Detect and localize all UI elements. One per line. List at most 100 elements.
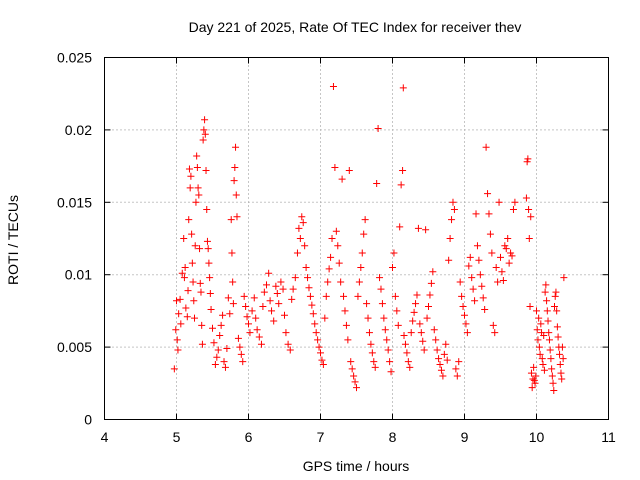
roti-point	[409, 317, 417, 325]
roti-point	[488, 249, 496, 257]
roti-point	[541, 288, 549, 296]
roti-point	[371, 363, 379, 371]
roti-point	[265, 269, 273, 277]
roti-point	[184, 287, 192, 295]
roti-point	[288, 295, 296, 303]
roti-point	[475, 256, 483, 264]
roti-point	[394, 321, 402, 329]
roti-point	[223, 345, 231, 353]
roti-point	[248, 307, 256, 315]
roti-point	[203, 206, 211, 214]
roti-point	[465, 262, 473, 270]
roti-point	[272, 282, 280, 290]
roti-point	[384, 346, 392, 354]
roti-point	[492, 263, 500, 271]
roti-point	[557, 369, 565, 377]
roti-point	[432, 336, 440, 344]
roti-point	[535, 314, 543, 322]
roti-point	[439, 372, 447, 380]
roti-point	[435, 355, 443, 363]
roti-point	[383, 336, 391, 344]
roti-point	[328, 235, 336, 242]
roti-point	[277, 278, 285, 286]
roti-point	[472, 210, 480, 218]
roti-point	[176, 295, 184, 303]
roti-point	[365, 329, 373, 337]
roti-point	[525, 235, 533, 242]
roti-point	[284, 340, 292, 348]
roti-point	[183, 313, 191, 321]
roti-point	[282, 329, 290, 337]
roti-point	[188, 230, 196, 238]
roti-point	[213, 353, 221, 361]
roti-point	[190, 297, 198, 305]
roti-point	[220, 358, 228, 366]
roti-point	[463, 329, 471, 337]
roti-point	[301, 242, 309, 250]
roti-point	[482, 143, 490, 151]
roti-point	[455, 358, 463, 366]
roti-point	[312, 329, 320, 337]
roti-point	[275, 300, 283, 308]
roti-point	[368, 349, 376, 357]
roti-point	[317, 349, 324, 357]
roti-point	[314, 336, 322, 344]
roti-point	[459, 303, 467, 311]
roti-point	[498, 268, 506, 276]
roti-point	[200, 126, 208, 134]
y-tick-label: 0.02	[65, 122, 92, 138]
roti-point	[255, 333, 263, 341]
roti-point	[263, 281, 270, 289]
roti-point	[381, 326, 389, 334]
roti-point	[539, 360, 547, 368]
roti-point	[397, 181, 405, 189]
roti-point	[281, 311, 288, 319]
roti-point	[318, 356, 326, 364]
roti-point	[532, 372, 540, 380]
roti-point	[335, 259, 343, 267]
roti-point	[228, 249, 236, 257]
roti-point	[370, 358, 378, 366]
roti-point	[355, 278, 363, 286]
roti-point	[373, 179, 381, 187]
y-axis-tick-labels: 0 0.005 0.01 0.015 0.02 0.025	[57, 50, 92, 428]
roti-point	[350, 372, 358, 380]
roti-point	[440, 350, 448, 358]
roti-point	[193, 164, 201, 172]
roti-point	[234, 334, 242, 342]
roti-point	[390, 249, 398, 257]
roti-point	[380, 314, 388, 322]
roti-point	[527, 213, 535, 221]
roti-point	[296, 235, 304, 242]
roti-point	[551, 292, 559, 300]
roti-point	[387, 368, 395, 376]
roti-point	[197, 288, 205, 296]
roti-point	[229, 278, 237, 286]
roti-point	[319, 360, 327, 368]
roti-point	[560, 274, 568, 282]
roti-point	[351, 378, 359, 386]
roti-point	[393, 307, 401, 315]
roti-point	[344, 336, 352, 344]
roti-point	[209, 324, 216, 332]
roti-point	[552, 288, 560, 296]
roti-point	[556, 360, 564, 368]
roti-point	[540, 366, 548, 374]
roti-point	[304, 274, 312, 282]
roti-point	[505, 259, 513, 267]
roti-point	[201, 116, 209, 124]
roti-point	[484, 190, 492, 198]
roti-point	[217, 321, 225, 329]
roti-point	[437, 366, 445, 374]
roti-point	[188, 259, 196, 267]
roti-point	[324, 278, 332, 286]
roti-point	[236, 343, 244, 351]
roti-point	[172, 326, 180, 334]
roti-point	[207, 305, 215, 313]
roti-point	[413, 291, 421, 299]
roti-point	[523, 158, 531, 166]
roti-point	[481, 305, 489, 313]
roti-point	[180, 235, 188, 242]
roti-point	[340, 292, 348, 300]
roti-point	[494, 278, 502, 286]
